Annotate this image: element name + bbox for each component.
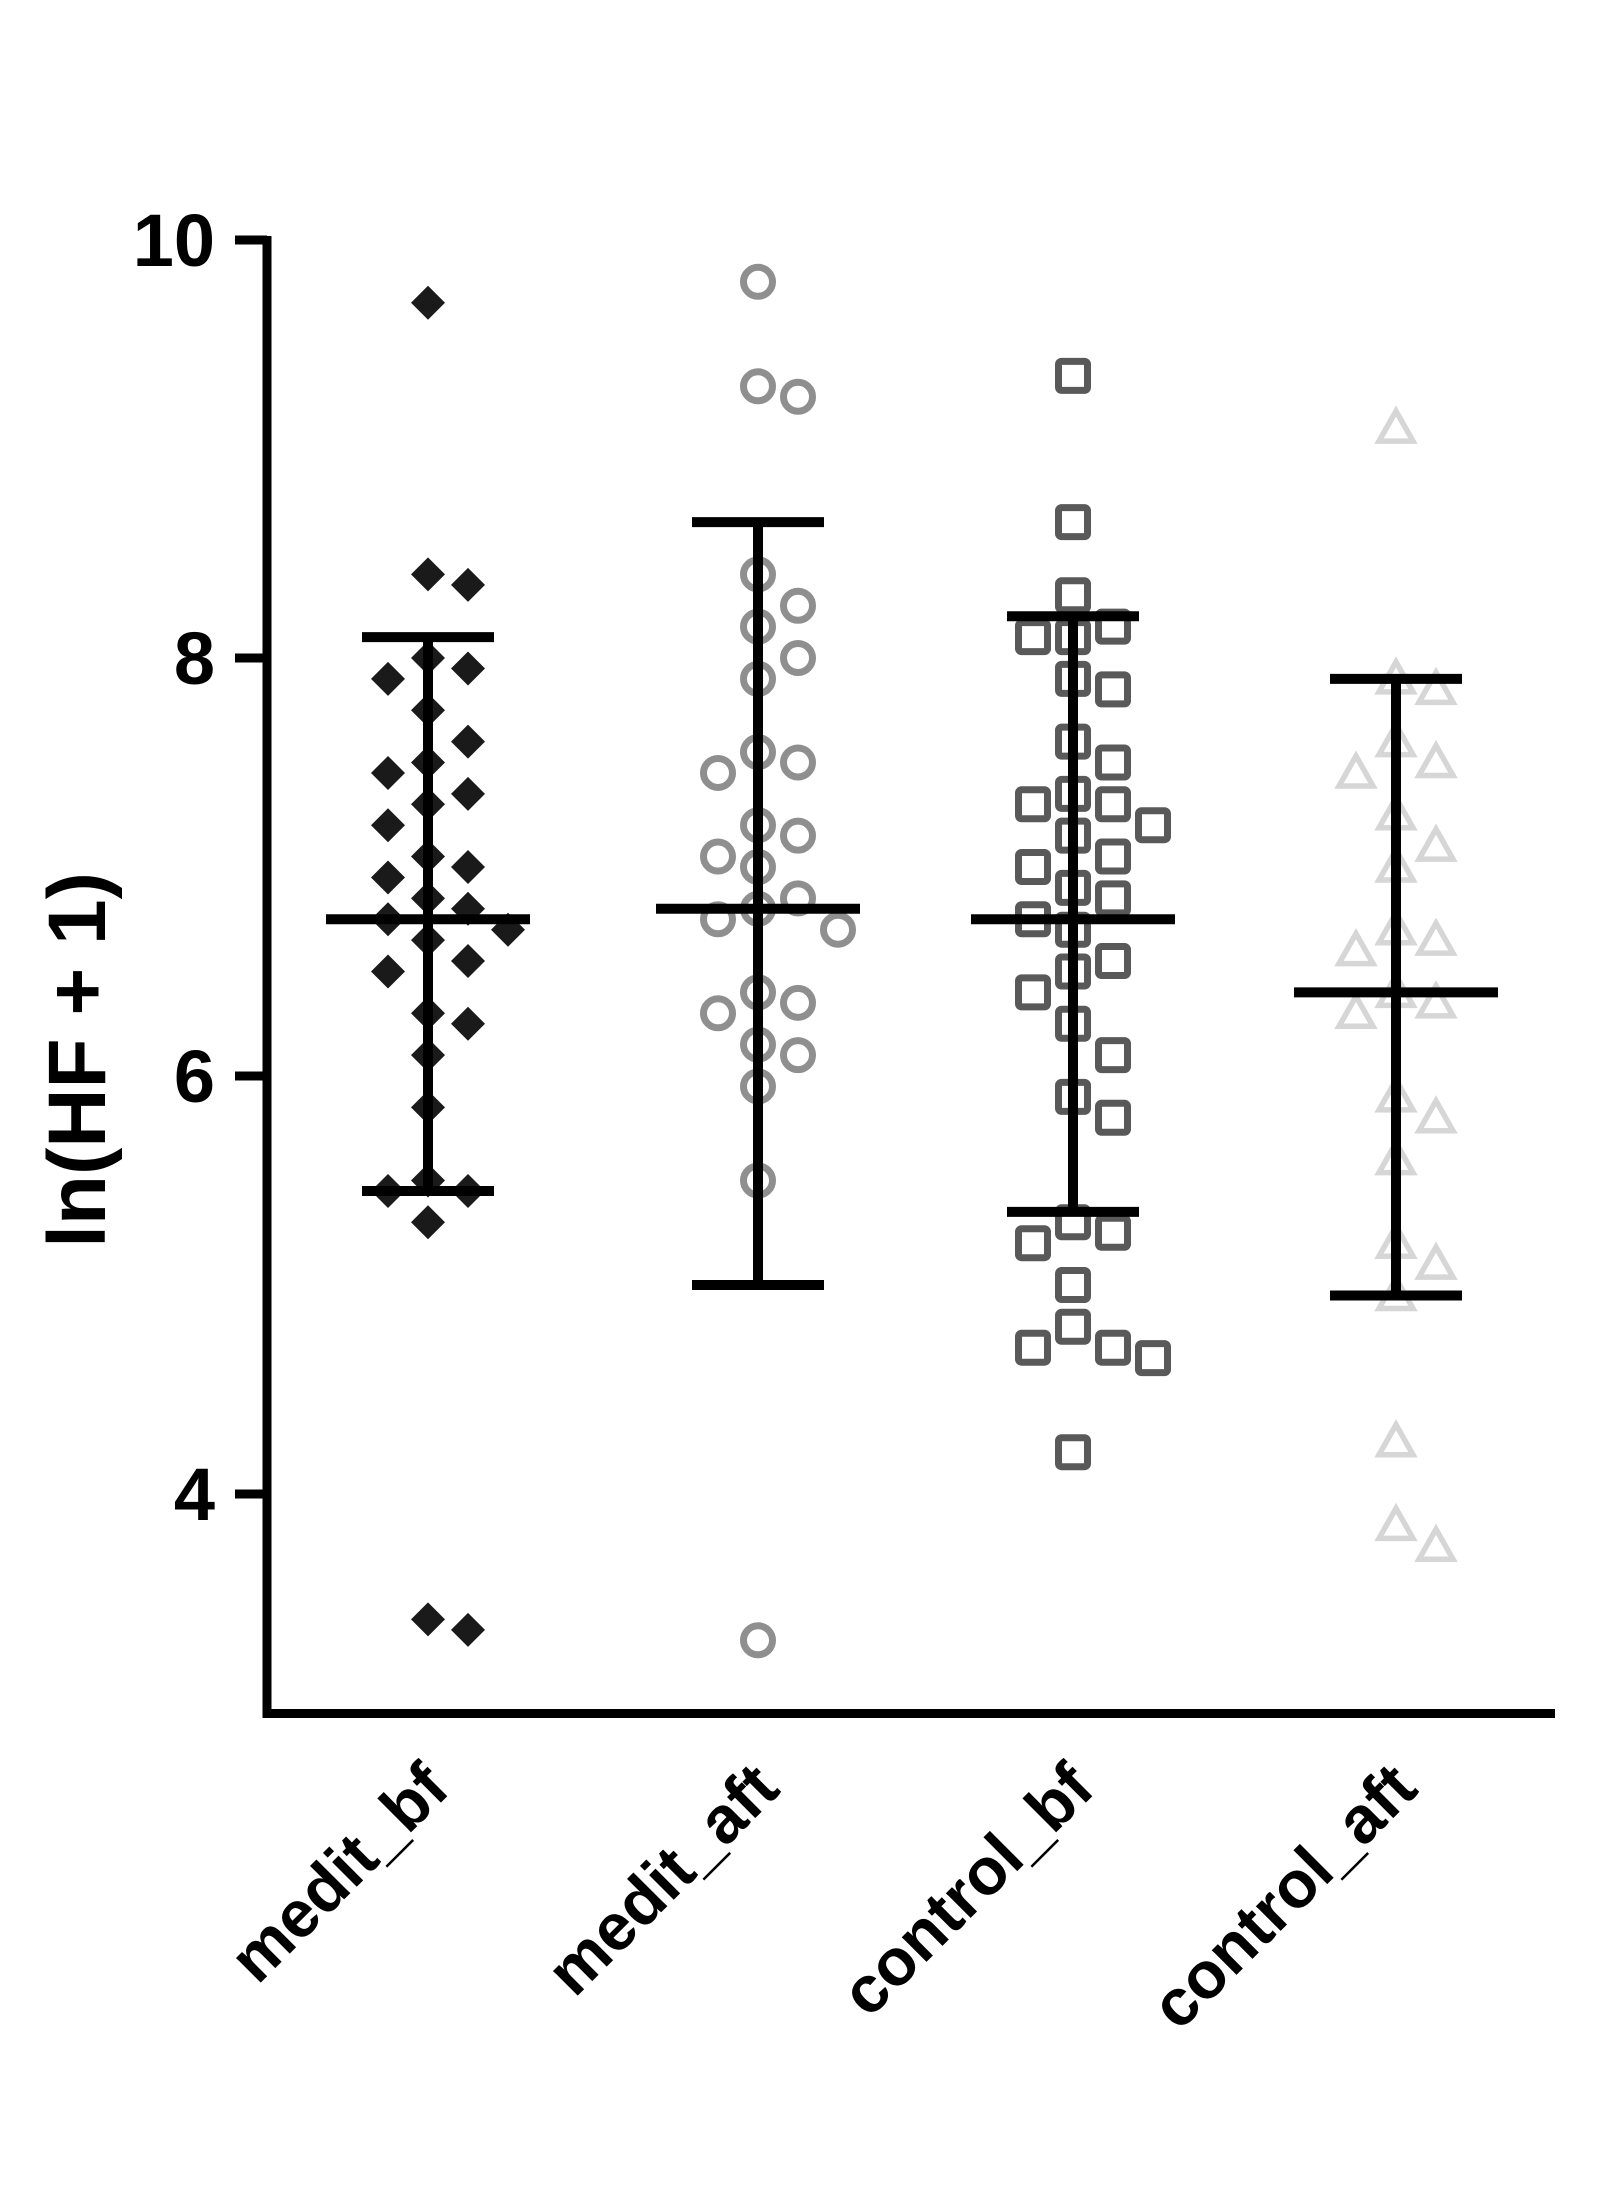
x-axis-label: control_aft: [1136, 1749, 1429, 2042]
data-point: [740, 1622, 776, 1659]
data-point: [1374, 1419, 1418, 1458]
data-point: [1055, 1267, 1091, 1303]
data-point: [1374, 405, 1418, 444]
data-point: [1055, 504, 1091, 541]
data-point: [451, 567, 485, 602]
group-medit_aft: [700, 263, 856, 1659]
data-point: [1055, 1434, 1091, 1471]
data-point: [780, 817, 816, 854]
data-point: [1334, 990, 1378, 1030]
data-point: [1095, 671, 1131, 708]
data-point: [451, 850, 485, 884]
data-point: [1414, 1095, 1458, 1134]
error-bar-control_aft: [1294, 673, 1498, 1301]
data-point: [1095, 1329, 1131, 1366]
data-point: [1095, 943, 1131, 980]
data-point: [371, 755, 405, 790]
y-tick-label: 8: [174, 617, 215, 700]
data-point: [1015, 1225, 1051, 1262]
data-point: [451, 1006, 485, 1041]
data-point: [820, 911, 856, 948]
error-bar-medit_bf: [326, 632, 530, 1196]
data-point: [1095, 838, 1131, 875]
axes: 4 6 8 10: [133, 199, 1555, 1718]
data-point: [700, 838, 736, 875]
data-point: [1334, 750, 1378, 789]
data-point: [1414, 917, 1458, 956]
data-point: [371, 808, 405, 843]
y-tick-label: 10: [133, 199, 215, 282]
group-control_bf: [1015, 357, 1171, 1471]
data-point: [371, 661, 405, 696]
data-point: [780, 640, 816, 676]
data-point: [1414, 739, 1458, 779]
data-point: [1334, 928, 1378, 967]
y-axis-title: ln(HF + 1): [32, 872, 123, 1248]
data-point: [1095, 786, 1131, 823]
data-point: [451, 1612, 485, 1647]
data-point: [1095, 1214, 1131, 1251]
data-point: [1414, 823, 1458, 862]
data-point: [1135, 807, 1171, 844]
data-point: [1095, 1037, 1131, 1074]
data-point: [780, 1037, 816, 1074]
data-point: [1374, 1502, 1418, 1542]
data-point: [1095, 744, 1131, 781]
group-control_aft: [1334, 405, 1458, 1562]
data-point: [1015, 786, 1051, 823]
data-point: [1414, 1523, 1458, 1562]
data-point: [1015, 849, 1051, 885]
data-point: [1095, 1099, 1131, 1136]
data-point: [1015, 1329, 1051, 1366]
y-tick-label: 6: [174, 1035, 215, 1118]
error-bar-medit_aft: [656, 517, 860, 1290]
data-point: [780, 378, 816, 415]
data-point: [740, 368, 776, 405]
x-axis-label: control_bf: [826, 1748, 1107, 2029]
group-medit_bf: [371, 285, 525, 1647]
data-point: [740, 263, 776, 300]
data-point: [451, 776, 485, 811]
data-point: [451, 651, 485, 686]
data-point: [1055, 577, 1091, 614]
data-point: [451, 944, 485, 979]
data-point: [1015, 619, 1051, 656]
data-point: [700, 995, 736, 1032]
data-point: [371, 954, 405, 989]
x-axis-label: medit_aft: [532, 1749, 792, 2009]
data-point: [411, 1602, 445, 1637]
error-bar-control_bf: [971, 611, 1175, 1217]
data-point: [1055, 1308, 1091, 1345]
data-point: [780, 984, 816, 1021]
data-point: [1095, 880, 1131, 917]
data-point: [411, 1205, 445, 1240]
data-point: [1135, 1340, 1171, 1377]
data-point: [700, 754, 736, 791]
data-point: [1414, 1241, 1458, 1280]
data-point: [371, 860, 405, 895]
data-point: [1414, 666, 1458, 706]
x-axis-label: medit_bf: [215, 1748, 463, 1996]
data-point: [411, 285, 445, 320]
data-point: [1015, 974, 1051, 1011]
data-point: [1055, 357, 1091, 394]
data-point: [780, 587, 816, 624]
data-point: [411, 557, 445, 592]
data-point: [451, 724, 485, 759]
data-point: [780, 744, 816, 781]
y-tick-label: 4: [174, 1453, 215, 1536]
data-point: [1414, 980, 1458, 1019]
